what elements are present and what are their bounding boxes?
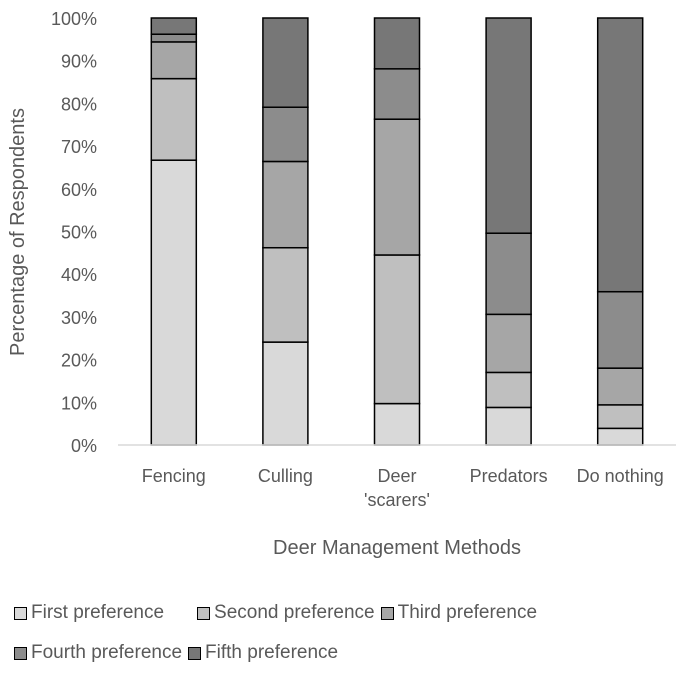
y-tick-label: 10% <box>61 393 97 413</box>
legend-label-third: Third preference <box>397 602 538 623</box>
legend-item-second: Second preference <box>197 602 375 624</box>
legend-item-fifth: Fifth preference <box>188 642 338 664</box>
legend-swatch-second <box>197 606 211 620</box>
bar-segment-do-nothing-fourth-preference <box>596 290 644 369</box>
legend-label-fifth: Fifth preference <box>205 642 339 663</box>
chart-canvas: 0% 10% 20% 30% 40% 50% 60% 70% 80% 90% 100% Fencin… <box>7 9 676 559</box>
x-tick-label-predators: Predators <box>470 466 548 486</box>
y-tick-label: 100% <box>51 9 97 29</box>
y-tick-label: 0% <box>71 436 97 456</box>
legend-row-2: Fourth preference Fifth preference <box>14 640 674 666</box>
legend-item-fourth: Fourth preference <box>14 642 182 664</box>
legend-label-fourth: Fourth preference <box>31 642 183 663</box>
legend-swatch-first <box>14 606 27 620</box>
legend-label-first: First preference <box>31 602 165 623</box>
bar-segment-culling-fifth-preference <box>262 17 309 108</box>
bar-segment-deer-scarers-fourth-preference <box>373 68 421 120</box>
y-axis-ticks: 0% 10% 20% 30% 40% 50% 60% 70% 80% 90% 100% <box>51 9 97 456</box>
bar-segment-deer-scarers-fifth-preference <box>373 17 421 70</box>
bars <box>150 17 644 446</box>
bar-segment-predators-fifth-preference <box>485 17 532 234</box>
legend: First preference Second preference Third… <box>14 600 674 680</box>
legend-swatch-third <box>380 606 394 620</box>
bar-segment-deer-scarers-second-preference <box>373 254 421 405</box>
bar-segment-fencing-fourth-preference <box>150 33 198 43</box>
x-tick-label-fencing: Fencing <box>142 466 206 486</box>
x-axis-ticks: Fencing Culling Deer'scarers' Predators Do n… <box>142 466 664 510</box>
bar-segment-deer-scarers-first-preference <box>373 402 421 446</box>
bar-segment-predators-fourth-preference <box>485 232 532 316</box>
legend-label-second: Second preference <box>214 602 375 623</box>
legend-swatch-fourth <box>14 646 27 660</box>
legend-item-third: Third preference <box>380 602 538 624</box>
bar-segment-fencing-first-preference <box>150 159 198 446</box>
y-tick-label: 30% <box>61 308 97 328</box>
x-tick-label-culling: Culling <box>258 466 313 486</box>
bar-segment-do-nothing-fifth-preference <box>596 17 644 293</box>
y-tick-label: 50% <box>61 223 97 243</box>
bar-segment-culling-third-preference <box>262 160 309 249</box>
bar-segment-predators-third-preference <box>485 313 532 374</box>
y-tick-label: 70% <box>61 137 97 157</box>
legend-item-first: First preference <box>14 602 164 624</box>
bar-segment-culling-second-preference <box>262 246 309 343</box>
bar-segment-culling-first-preference <box>262 341 309 446</box>
bar-segment-fencing-fifth-preference <box>150 17 198 35</box>
y-tick-label: 90% <box>61 52 97 72</box>
y-tick-label: 60% <box>61 180 97 200</box>
bar-segment-do-nothing-second-preference <box>596 404 644 430</box>
y-tick-label: 80% <box>61 94 97 114</box>
bar-segment-fencing-second-preference <box>150 77 198 161</box>
bar-segment-predators-first-preference <box>485 406 532 446</box>
x-tick-label-deer-scarers: Deer'scarers' <box>364 466 430 510</box>
legend-row-1: First preference Second preference Third… <box>14 600 674 626</box>
x-tick-label-do-nothing: Do nothing <box>577 466 664 486</box>
bar-segment-do-nothing-first-preference <box>596 427 644 446</box>
y-tick-label: 20% <box>61 351 97 371</box>
bar-segment-do-nothing-third-preference <box>596 367 644 406</box>
bar-segment-fencing-third-preference <box>150 41 198 80</box>
y-tick-label: 40% <box>61 265 97 285</box>
bar-segment-deer-scarers-third-preference <box>373 118 421 256</box>
bar-segment-culling-fourth-preference <box>262 106 309 163</box>
y-axis-label: Percentage of Respondents <box>7 108 29 356</box>
legend-swatch-fifth <box>188 646 202 660</box>
bar-segment-predators-second-preference <box>485 371 532 409</box>
x-axis-label: Deer Management Methods <box>273 537 521 559</box>
